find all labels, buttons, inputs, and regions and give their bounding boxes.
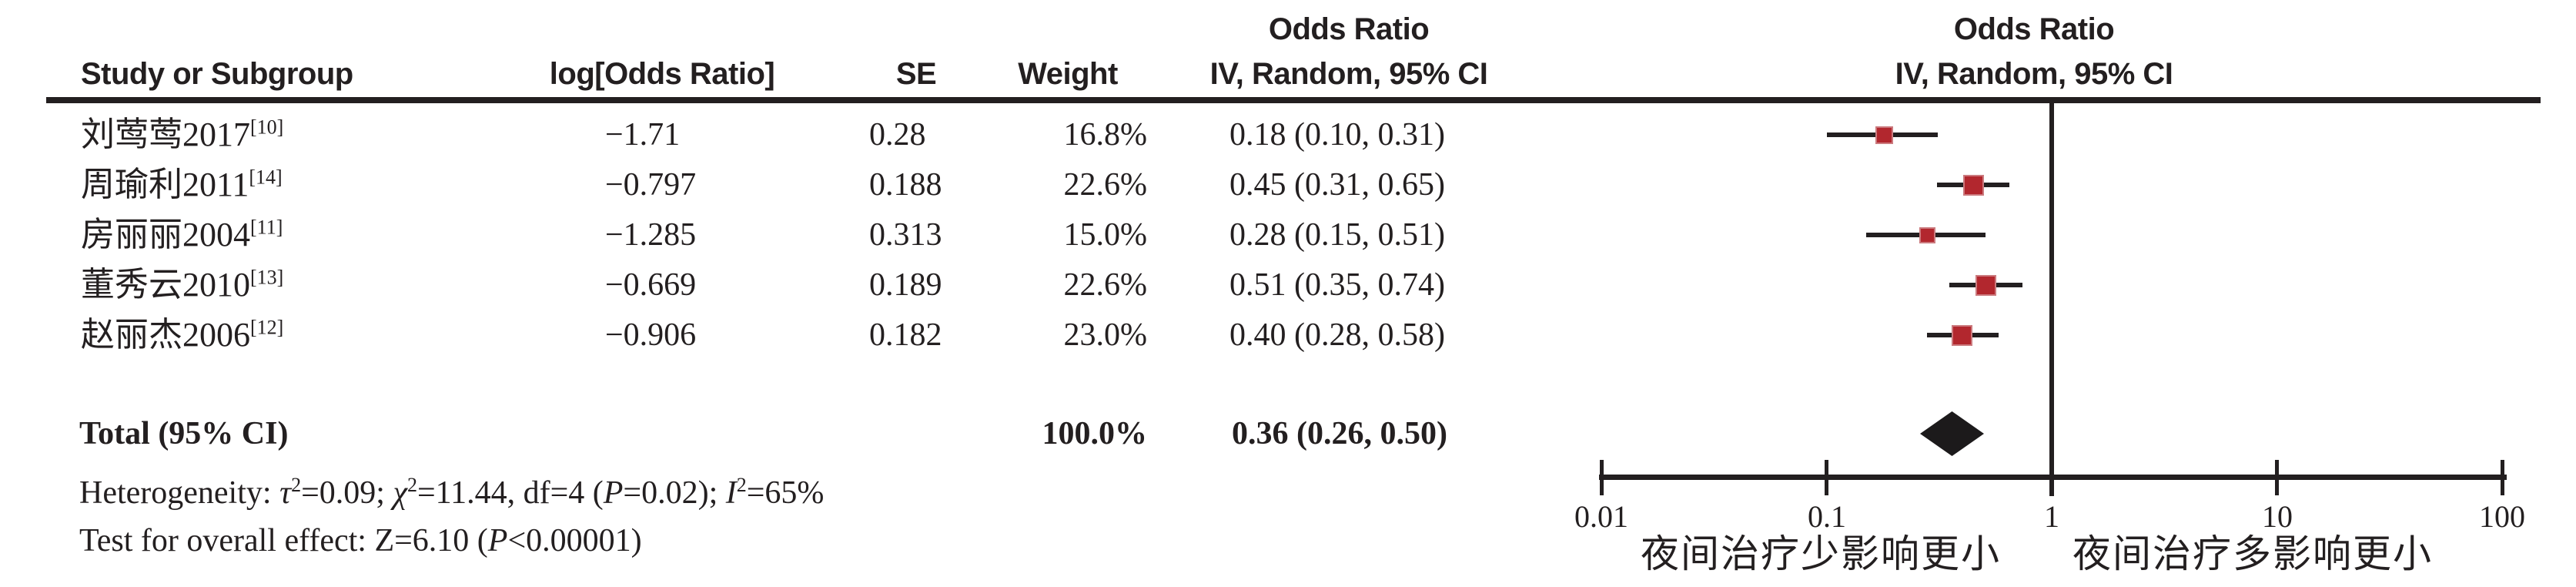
weight-value: 22.6% [1063, 167, 1148, 203]
se-value: 0.189 [869, 267, 942, 303]
header-rule [46, 97, 2541, 103]
study-ref-superscript: [13] [250, 266, 284, 289]
stat-text: Z [374, 523, 395, 558]
col-header-se: SE [895, 57, 937, 91]
or-ci-value: 0.51 (0.35, 0.74) [1229, 267, 1445, 303]
total-diamond [1920, 411, 1984, 456]
stat-text: τ [279, 475, 292, 511]
stat-text: =11.44, df=4 ( [417, 475, 604, 511]
effect-size-square [1952, 325, 1972, 346]
log-odds-ratio-value: −1.71 [605, 117, 681, 153]
study-ref-superscript: [10] [250, 116, 284, 139]
x-axis-tick-label: 1 [2044, 499, 2059, 534]
log-odds-ratio-value: −0.669 [605, 267, 697, 303]
stat-text: =65% [746, 475, 825, 511]
total-label: Total (95% CI) [79, 416, 289, 451]
weight-value: 23.0% [1063, 317, 1148, 353]
weight-value: 15.0% [1063, 217, 1148, 253]
total-or-ci: 0.36 (0.26, 0.50) [1232, 416, 1447, 451]
or-ci-value: 0.18 (0.10, 0.31) [1229, 117, 1445, 153]
total-weight: 100.0% [1042, 416, 1148, 451]
study-row: 赵丽杰2006[12] [81, 310, 283, 361]
x-axis-tick-label: 0.01 [1574, 499, 1628, 534]
stat-superscript: 2 [736, 474, 747, 496]
weight-value: 22.6% [1063, 267, 1148, 303]
stat-superscript: 2 [291, 474, 302, 496]
stat-text: Heterogeneity: [79, 475, 280, 511]
stat-text: Test for overall effect: [79, 523, 375, 558]
study-row: 董秀云2010[13] [81, 260, 283, 310]
study-name: 房丽丽2004 [81, 216, 250, 253]
x-axis-tick-label: 100 [2479, 499, 2525, 534]
overall-effect-stats: Test for overall effect: Z=6.10 (P<0.000… [79, 515, 642, 566]
log-odds-ratio-value: −0.906 [605, 317, 697, 353]
stat-text: <0.00001) [507, 523, 642, 558]
x-axis-tick [2501, 460, 2504, 495]
col-header-study: Study or Subgroup [81, 57, 353, 91]
col-header-log-odds-ratio: log[Odds Ratio] [549, 57, 775, 91]
study-row: 刘莺莺2017[10] [81, 109, 283, 160]
col-header-weight: Weight [1018, 57, 1118, 91]
study-name: 刘莺莺2017 [81, 116, 250, 153]
x-axis-tick-label: 10 [2262, 499, 2293, 534]
effect-size-square [1875, 126, 1893, 144]
axis-label-right: 夜间治疗多影响更小 [2073, 532, 2433, 575]
x-axis-tick [2050, 460, 2054, 495]
se-value: 0.188 [869, 167, 942, 203]
or-ci-value: 0.45 (0.31, 0.65) [1229, 167, 1445, 203]
study-name: 赵丽杰2006 [81, 316, 250, 354]
heterogeneity-stats: Heterogeneity: τ2=0.09; χ2=11.44, df=4 (… [79, 468, 824, 518]
stat-text: =0.09; [301, 475, 393, 511]
study-row: 周瑜利2011[14] [81, 159, 283, 210]
study-name: 董秀云2010 [81, 266, 250, 304]
x-axis-tick [1600, 460, 1604, 495]
or-ci-value: 0.40 (0.28, 0.58) [1229, 317, 1445, 353]
plot-header-odds-ratio-line2: IV, Random, 95% CI [1895, 57, 2173, 91]
col-header-odds-ratio-line2: IV, Random, 95% CI [1209, 57, 1488, 91]
or-ci-value: 0.28 (0.15, 0.51) [1229, 217, 1445, 253]
study-row: 房丽丽2004[11] [81, 210, 283, 260]
stat-superscript: 2 [406, 474, 417, 496]
effect-size-square [1975, 275, 1996, 296]
study-ref-superscript: [14] [249, 166, 283, 189]
null-effect-line [2049, 103, 2054, 496]
x-axis-tick [2275, 460, 2279, 495]
study-ref-superscript: [11] [250, 216, 283, 239]
se-value: 0.182 [869, 317, 942, 353]
stat-text: =6.10 ( [394, 523, 488, 558]
x-axis-tick-label: 0.1 [1808, 499, 1846, 534]
effect-size-square [1919, 227, 1935, 243]
effect-size-square [1963, 175, 1984, 196]
plot-header-odds-ratio-line1: Odds Ratio [1953, 12, 2115, 46]
stat-text: =0.02); [623, 475, 726, 511]
col-header-odds-ratio-line1: Odds Ratio [1268, 12, 1430, 46]
log-odds-ratio-value: −1.285 [605, 217, 697, 253]
stat-text: P [487, 523, 508, 558]
study-ref-superscript: [12] [250, 316, 284, 339]
stat-text: P [603, 475, 624, 511]
study-name: 周瑜利2011 [81, 166, 249, 203]
stat-text: χ [393, 475, 407, 511]
se-value: 0.28 [869, 117, 926, 153]
weight-value: 16.8% [1063, 117, 1148, 153]
se-value: 0.313 [869, 217, 942, 253]
log-odds-ratio-value: −0.797 [605, 167, 697, 203]
axis-label-left: 夜间治疗少影响更小 [1641, 532, 2001, 575]
x-axis-tick [1825, 460, 1828, 495]
stat-text: I [725, 475, 737, 511]
